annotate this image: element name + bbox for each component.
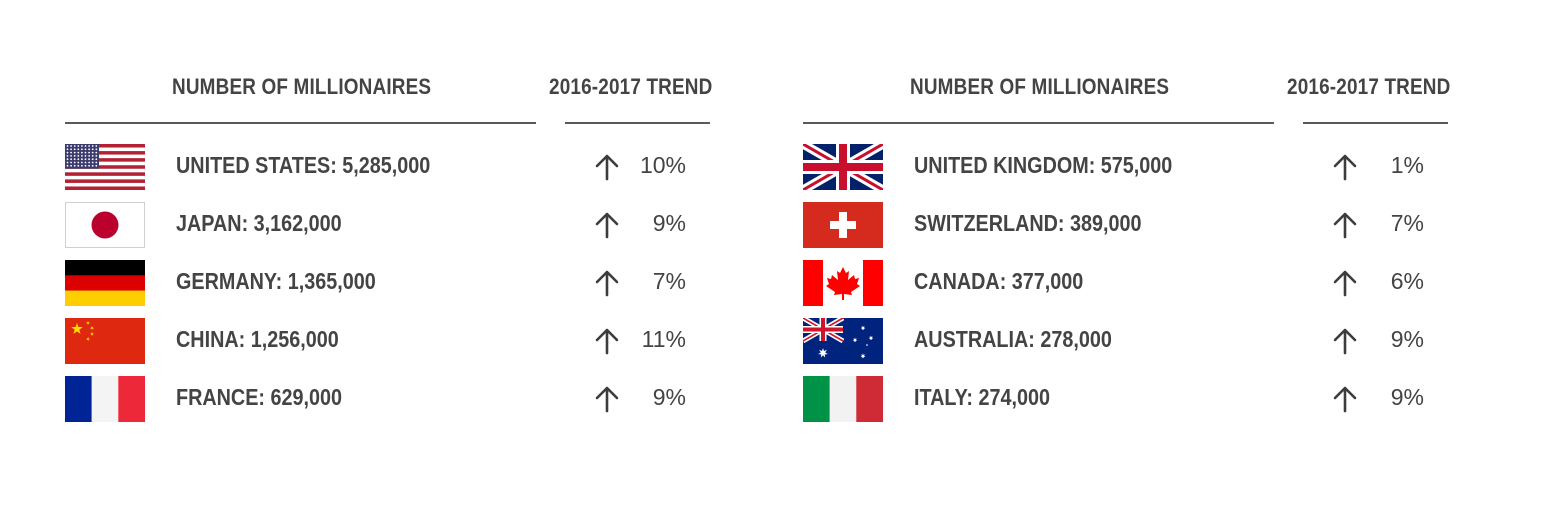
switzerland-flag-icon <box>803 202 883 248</box>
millionaires-header-rule <box>803 122 1274 124</box>
arrow-up-icon <box>594 385 620 413</box>
country-label: CANADA: 377,000 <box>914 268 1084 294</box>
arrow-up-icon <box>594 153 620 181</box>
table-row: FRANCE: 629,000 9% <box>0 376 720 422</box>
trend-value: 11% <box>641 326 686 352</box>
country-label: GERMANY: 1,365,000 <box>176 268 376 294</box>
table-row: JAPAN: 3,162,000 9% <box>0 202 720 248</box>
trend-value: 7% <box>652 268 686 294</box>
trend-value: 6% <box>1390 268 1424 294</box>
canada-flag-icon <box>803 260 883 306</box>
table-row: CANADA: 377,000 6% <box>738 260 1458 306</box>
left-panel: NUMBER OF MILLIONAIRES 2016-2017 TREND U… <box>0 0 712 531</box>
italy-flag-icon <box>803 376 883 422</box>
arrow-up-icon <box>1332 153 1358 181</box>
millionaires-header-rule <box>65 122 536 124</box>
trend-value: 9% <box>1390 384 1424 410</box>
table-row: SWITZERLAND: 389,000 7% <box>738 202 1458 248</box>
arrow-up-icon <box>1332 385 1358 413</box>
millionaires-header: NUMBER OF MILLIONAIRES <box>910 74 1170 99</box>
arrow-up-icon <box>594 327 620 355</box>
country-label: SWITZERLAND: 389,000 <box>914 210 1142 236</box>
table-row: AUSTRALIA: 278,000 9% <box>738 318 1458 364</box>
table-row: ITALY: 274,000 9% <box>738 376 1458 422</box>
australia-flag-icon <box>803 318 883 364</box>
country-label: CHINA: 1,256,000 <box>176 326 339 352</box>
arrow-up-icon <box>594 211 620 239</box>
country-label: UNITED STATES: 5,285,000 <box>176 152 431 178</box>
trend-value: 9% <box>652 384 686 410</box>
us-flag-icon <box>65 144 145 190</box>
millionaires-header: NUMBER OF MILLIONAIRES <box>172 74 432 99</box>
country-label: AUSTRALIA: 278,000 <box>914 326 1112 352</box>
trend-header-rule <box>1303 122 1448 124</box>
right-panel: NUMBER OF MILLIONAIRES 2016-2017 TREND U… <box>738 0 1450 531</box>
trend-header: 2016-2017 TREND <box>1287 74 1451 99</box>
table-row: UNITED KINGDOM: 575,000 1% <box>738 144 1458 190</box>
arrow-up-icon <box>1332 327 1358 355</box>
trend-value: 1% <box>1390 152 1424 178</box>
uk-flag-icon <box>803 144 883 190</box>
trend-value: 7% <box>1390 210 1424 236</box>
germany-flag-icon <box>65 260 145 306</box>
trend-value: 9% <box>1390 326 1424 352</box>
table-row: UNITED STATES: 5,285,000 10% <box>0 144 720 190</box>
table-row: GERMANY: 1,365,000 7% <box>0 260 720 306</box>
country-label: UNITED KINGDOM: 575,000 <box>914 152 1173 178</box>
france-flag-icon <box>65 376 145 422</box>
table-row: CHINA: 1,256,000 11% <box>0 318 720 364</box>
arrow-up-icon <box>594 269 620 297</box>
japan-flag-icon <box>65 202 145 248</box>
trend-header-rule <box>565 122 710 124</box>
trend-value: 9% <box>652 210 686 236</box>
arrow-up-icon <box>1332 269 1358 297</box>
country-label: FRANCE: 629,000 <box>176 384 343 410</box>
arrow-up-icon <box>1332 211 1358 239</box>
china-flag-icon <box>65 318 145 364</box>
trend-header: 2016-2017 TREND <box>549 74 713 99</box>
trend-value: 10% <box>639 152 686 178</box>
country-label: ITALY: 274,000 <box>914 384 1050 410</box>
country-label: JAPAN: 3,162,000 <box>176 210 342 236</box>
